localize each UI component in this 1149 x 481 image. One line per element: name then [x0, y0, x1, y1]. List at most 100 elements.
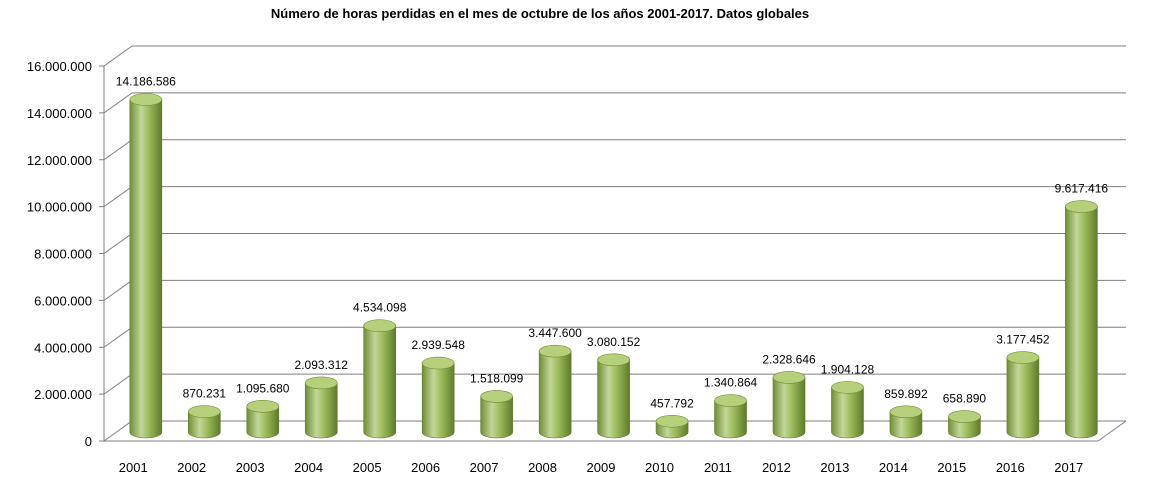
bar: [831, 381, 864, 439]
chart-title: Número de horas perdidas en el mes de oc…: [270, 6, 810, 21]
data-label: 1.518.099: [470, 371, 524, 385]
bar-body: [1065, 206, 1098, 439]
data-label: 3.080.152: [587, 335, 641, 349]
data-label: 1.095.680: [236, 381, 290, 395]
bar-top: [421, 356, 455, 370]
bar: [1006, 351, 1040, 439]
bar-body: [421, 362, 455, 439]
bar-body: [714, 400, 747, 439]
bar-top: [363, 319, 397, 333]
bar: [421, 356, 455, 439]
bar: [948, 410, 981, 439]
x-tick-label: 2003: [236, 460, 265, 475]
y-tick-label: 2.000.000: [34, 387, 92, 402]
bar-top: [304, 376, 338, 390]
bar-top: [948, 410, 981, 423]
bar: [246, 400, 280, 439]
data-label: 3.177.452: [996, 333, 1050, 347]
bar: [304, 376, 338, 439]
x-tick-label: 2012: [762, 460, 791, 475]
x-tick-label: 2010: [645, 460, 674, 475]
bar: [597, 353, 630, 439]
bar-body: [246, 406, 280, 439]
floor-right-edge: [1097, 420, 1127, 442]
bar-top: [831, 381, 864, 394]
y-tick-label: 4.000.000: [34, 340, 92, 355]
x-tick-label: 2017: [1054, 460, 1083, 475]
gridline-side: [103, 186, 133, 208]
y-tick-label: 12.000.000: [27, 153, 92, 168]
bar: [772, 371, 806, 439]
bar-top: [889, 405, 923, 419]
gridline-side: [103, 233, 133, 254]
bar-top: [188, 405, 221, 418]
data-label: 4.534.098: [353, 301, 407, 315]
bar-body: [304, 382, 338, 439]
bar-top: [1006, 351, 1040, 364]
bar-body: [597, 359, 630, 439]
bar-top: [480, 390, 513, 403]
data-label: 14.186.586: [116, 75, 176, 89]
bar-body: [480, 396, 513, 439]
gridline-side: [103, 45, 133, 67]
y-tick-label: 0: [85, 434, 92, 449]
gridline-side: [103, 279, 133, 301]
bar-body: [129, 99, 163, 439]
data-label: 9.617.416: [1055, 182, 1109, 196]
x-tick-label: 2005: [353, 460, 382, 475]
bar: [480, 390, 513, 439]
bar-body: [1006, 357, 1040, 439]
gridline-side: [103, 92, 133, 114]
y-tick-label: 16.000.000: [27, 59, 92, 74]
x-tick-label: 2006: [411, 460, 440, 475]
bar-body: [889, 411, 923, 439]
bar-body: [363, 325, 397, 439]
bar: [889, 405, 923, 439]
gridline-side: [103, 373, 133, 395]
data-label: 859.892: [884, 387, 928, 401]
bar-top: [538, 344, 572, 358]
bar: [1065, 200, 1098, 439]
y-tick-label: 10.000.000: [27, 200, 92, 215]
bar-top: [772, 371, 806, 384]
gridline-side: [103, 326, 133, 348]
bar: [655, 414, 689, 439]
data-label: 2.328.646: [762, 352, 816, 366]
y-tick-label: 14.000.000: [27, 106, 92, 121]
bar-top: [714, 394, 747, 407]
bar: [538, 344, 572, 439]
bar-body: [538, 350, 572, 439]
x-tick-label: 2007: [470, 460, 499, 475]
x-tick-label: 2002: [177, 460, 206, 475]
data-label: 2.939.548: [411, 338, 465, 352]
bar-top: [129, 93, 163, 106]
data-label: 1.340.864: [704, 376, 758, 390]
bar-top: [597, 353, 630, 367]
x-tick-label: 2001: [119, 460, 148, 475]
x-tick-label: 2008: [528, 460, 557, 475]
gridline-side: [103, 139, 133, 161]
x-tick-label: 2016: [996, 460, 1025, 475]
y-tick-label: 8.000.000: [34, 247, 92, 262]
y-tick-label: 6.000.000: [34, 293, 92, 308]
bar: [188, 405, 221, 439]
bar: [714, 394, 747, 439]
data-label: 658.890: [943, 392, 987, 406]
x-tick-label: 2015: [937, 460, 966, 475]
x-tick-label: 2014: [879, 460, 908, 475]
bar-top: [655, 414, 689, 428]
x-tick-label: 2009: [587, 460, 616, 475]
data-label: 1.904.128: [821, 362, 875, 376]
data-label: 2.093.312: [295, 358, 349, 372]
bar-body: [831, 387, 864, 439]
bar-body: [188, 411, 221, 439]
bar: [129, 93, 163, 439]
bar-top: [1065, 200, 1098, 213]
x-tick-label: 2004: [294, 460, 323, 475]
bar-body: [772, 377, 806, 439]
bar-top: [246, 400, 280, 413]
bar: [363, 319, 397, 439]
data-label: 457.792: [650, 396, 694, 410]
